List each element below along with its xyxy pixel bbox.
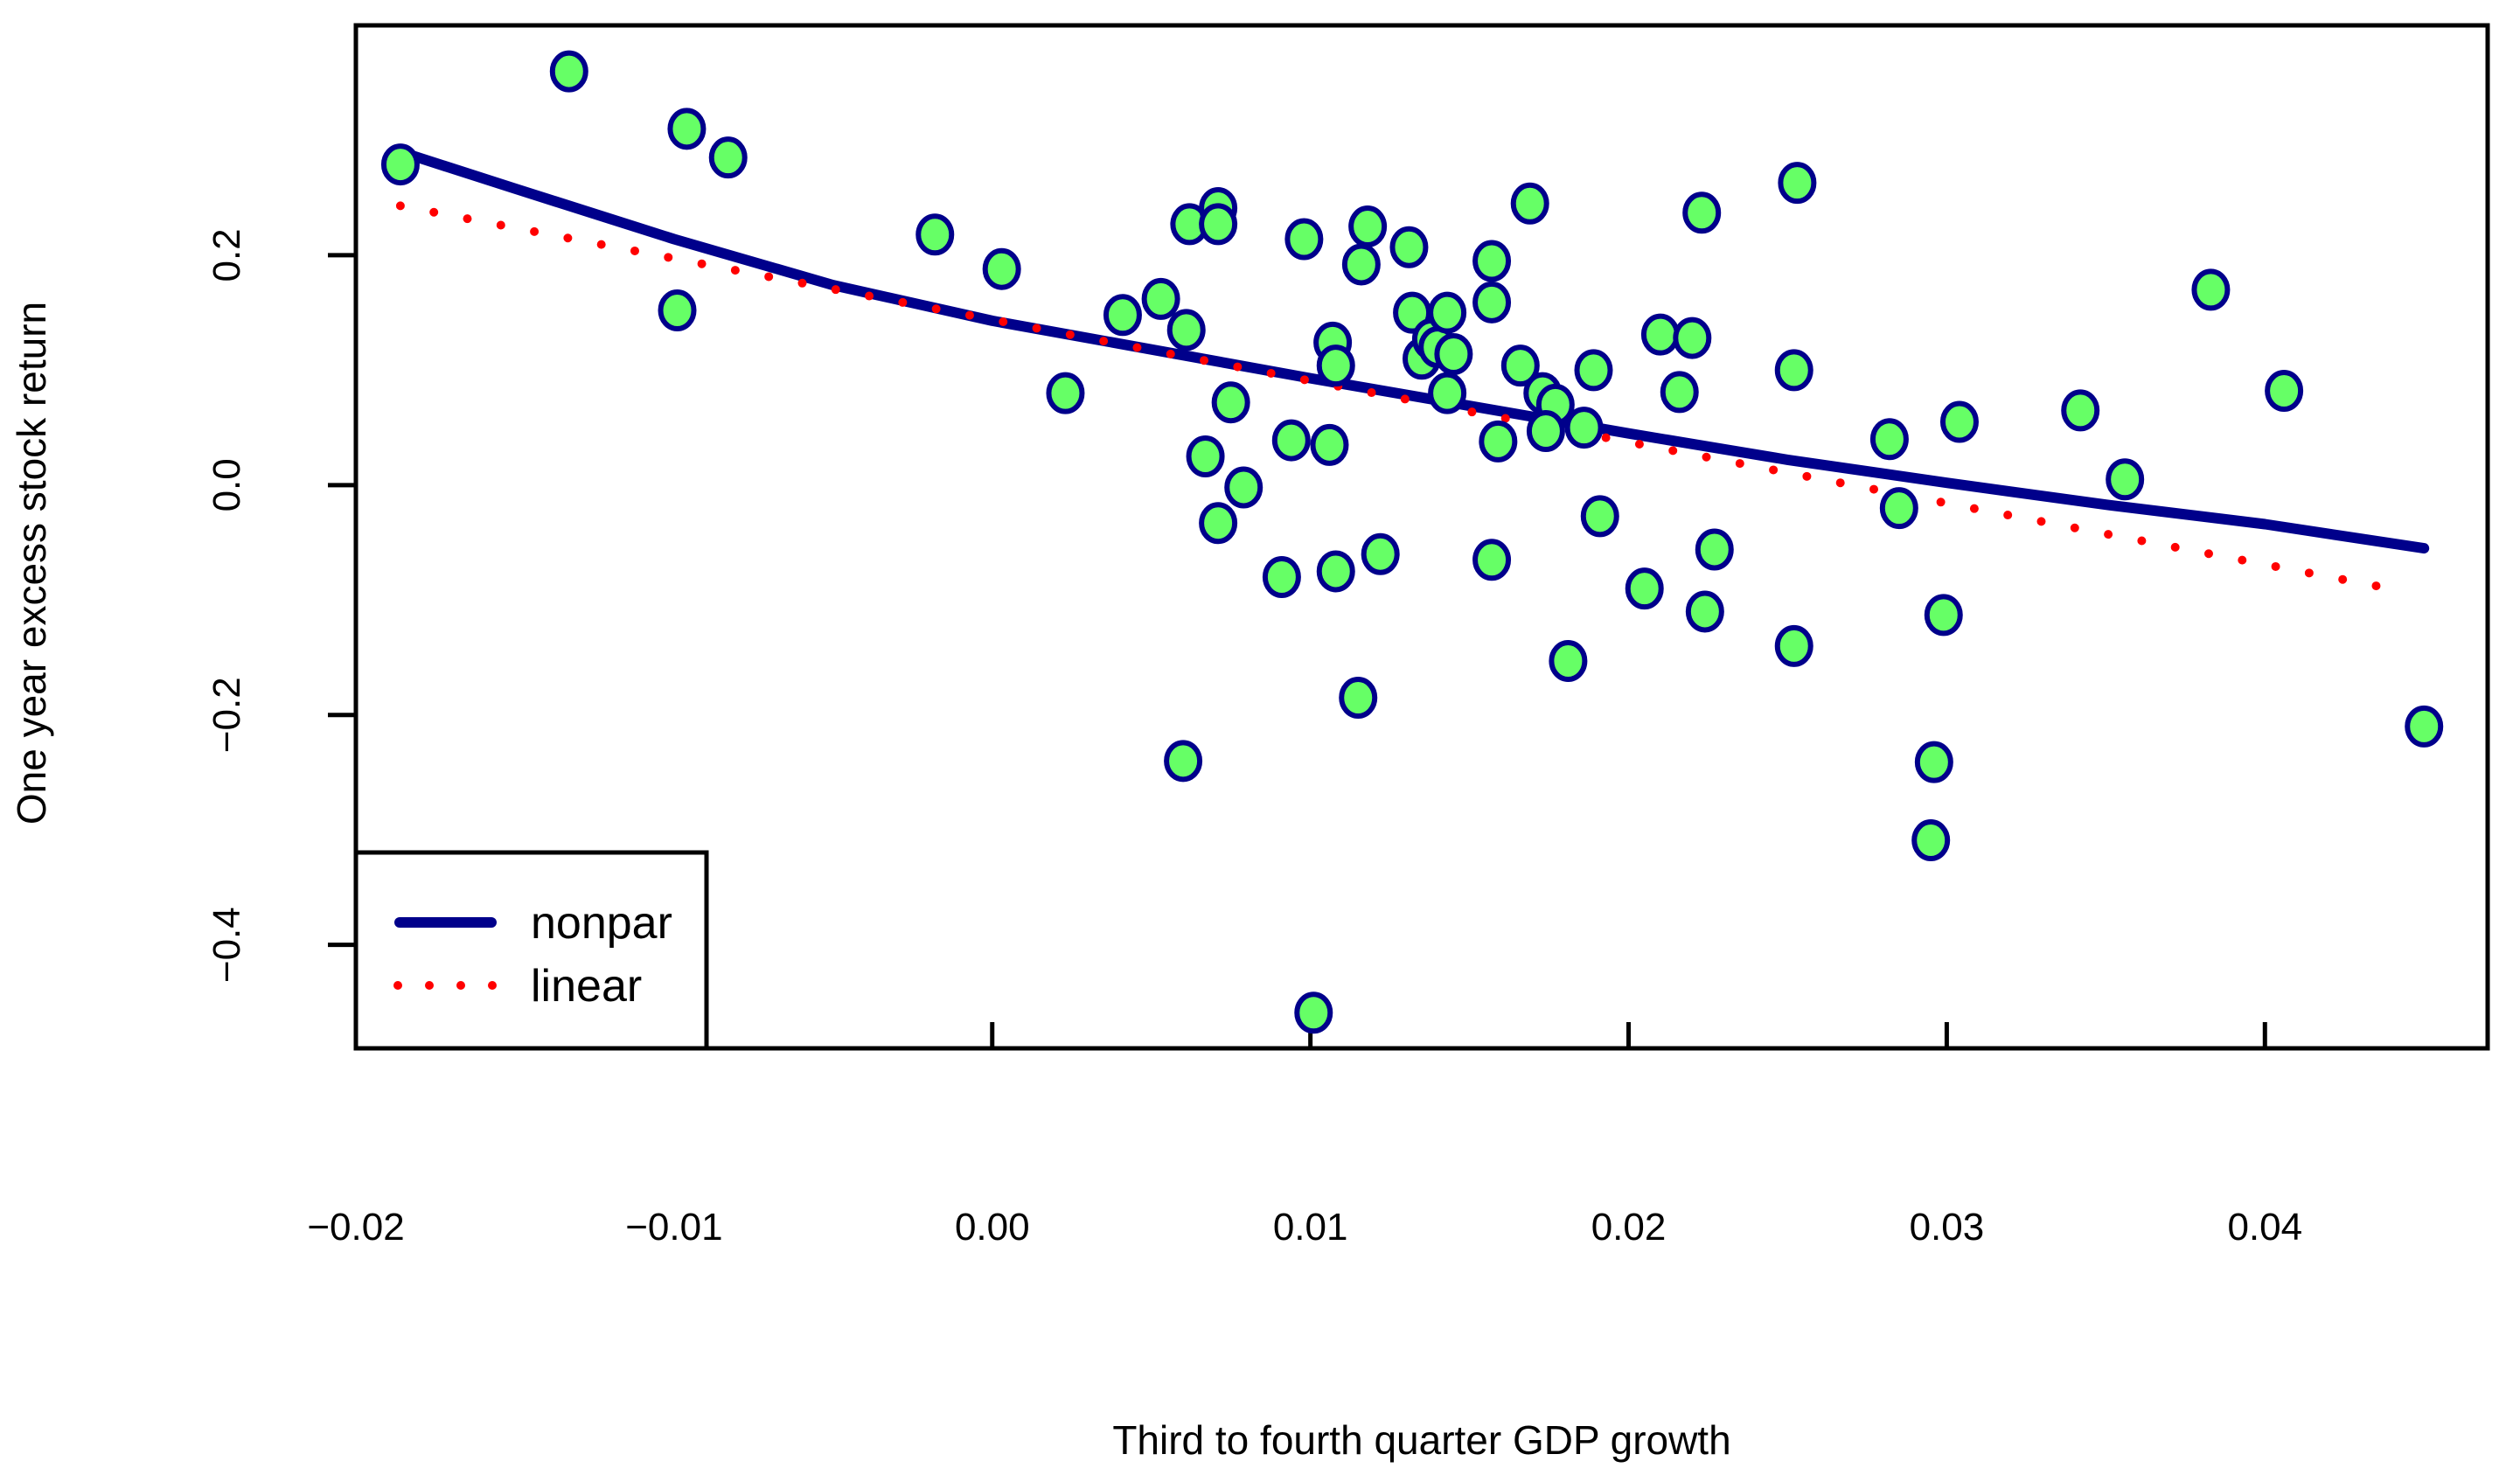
data-point (1774, 624, 1813, 667)
data-point (708, 136, 748, 179)
data-point (1479, 420, 1518, 463)
data-point (1500, 344, 1540, 387)
data-point (1211, 381, 1250, 424)
data-point (380, 143, 420, 186)
data-point (1924, 594, 1963, 637)
legend: nonpar linear (353, 850, 709, 1051)
data-point (1580, 495, 1619, 538)
data-point (549, 50, 588, 93)
x-tick-label: 0.00 (955, 1206, 1030, 1249)
data-points-group (380, 50, 2444, 1034)
data-point (1510, 182, 1549, 225)
data-point (1186, 435, 1225, 477)
x-axis-title: Third to fourth quarter GDP growth (1112, 1417, 1730, 1463)
data-point (1341, 243, 1381, 286)
data-point (1199, 203, 1238, 246)
data-point (1640, 313, 1680, 356)
data-point (1339, 677, 1378, 720)
data-point (982, 247, 1021, 290)
data-point (1284, 218, 1324, 261)
linear-line (395, 201, 2412, 597)
data-point (1685, 590, 1724, 633)
data-point (915, 213, 955, 256)
data-point (1911, 819, 1951, 862)
x-tick-label: −0.02 (307, 1206, 404, 1249)
data-point (1695, 528, 1734, 571)
data-point (667, 108, 707, 150)
x-tick-label: 0.02 (1591, 1206, 1667, 1249)
nonpar-line (394, 146, 2430, 554)
data-point (1434, 332, 1473, 375)
x-tick-label: −0.01 (625, 1206, 722, 1249)
y-tick-label: −0.4 (205, 907, 248, 983)
data-point (1103, 294, 1142, 337)
data-point (2061, 389, 2100, 432)
x-tick-label: 0.01 (1273, 1206, 1348, 1249)
data-point (1361, 532, 1400, 575)
data-point (1625, 567, 1664, 610)
data-point (1879, 487, 1918, 530)
legend-label: nonpar (531, 898, 672, 949)
data-point (1141, 277, 1180, 320)
data-point (1316, 550, 1355, 593)
data-point (1428, 372, 1467, 414)
data-point (1526, 410, 1565, 453)
data-point (1914, 741, 1953, 783)
data-point (2191, 268, 2231, 311)
data-point (2405, 705, 2444, 748)
y-tick-label: 0.2 (205, 228, 248, 282)
data-point (1869, 418, 1909, 461)
data-point (658, 289, 697, 332)
data-point (1310, 423, 1349, 466)
data-point (1472, 539, 1512, 581)
fit-lines-group (394, 146, 2430, 597)
y-tick-label: −0.2 (205, 677, 248, 753)
data-point (1682, 191, 1722, 234)
data-point (1574, 349, 1613, 392)
data-point (1778, 162, 1817, 205)
data-point (1389, 226, 1429, 268)
data-point (1224, 466, 1263, 509)
axes-group: −0.02 −0.01 0.00 0.01 0.02 0.03 0.04 0.2 0.0 −0.2… (205, 23, 2490, 1249)
x-tick-label: 0.04 (2227, 1206, 2302, 1249)
y-axis-title: One year excess stock return (9, 302, 54, 824)
plot-frame (353, 23, 2490, 1051)
y-tick-label: 0.0 (205, 458, 248, 511)
data-point (1673, 317, 1712, 359)
legend-label: linear (531, 961, 642, 1012)
legend-box (353, 850, 709, 1051)
data-point (1348, 205, 1388, 248)
data-point (1472, 240, 1512, 282)
data-point (1164, 740, 1203, 783)
data-point (1939, 400, 1979, 443)
data-point (1564, 407, 1604, 449)
data-point (1549, 639, 1588, 682)
data-point (1199, 502, 1238, 545)
data-point (1271, 419, 1311, 462)
data-point (1774, 349, 1813, 392)
data-point (1262, 556, 1301, 599)
data-point (1316, 344, 1355, 387)
data-point (1294, 991, 1333, 1034)
data-point (2106, 458, 2145, 501)
data-point (2265, 370, 2304, 413)
data-point (1428, 291, 1467, 334)
data-point (1660, 371, 1699, 414)
x-tick-label: 0.03 (1910, 1206, 1985, 1249)
data-point (1046, 372, 1085, 414)
data-point (1166, 309, 1206, 351)
data-point (1472, 281, 1512, 324)
